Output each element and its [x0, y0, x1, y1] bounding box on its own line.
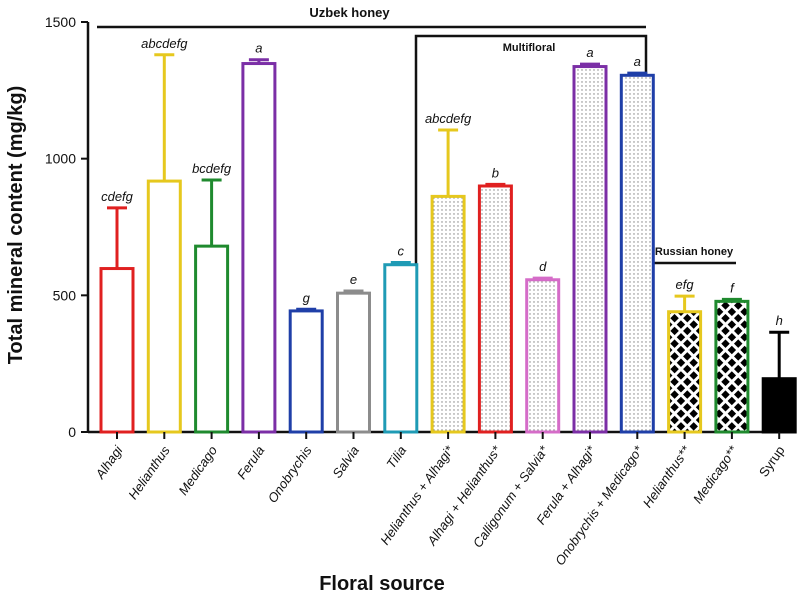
bar: [572, 65, 608, 434]
bar-group: g: [288, 290, 324, 434]
bar-group: c: [383, 244, 419, 434]
x-tick-label: Helianthus**: [640, 442, 694, 510]
significance-label: f: [730, 280, 735, 295]
bar-group: a: [572, 45, 608, 434]
significance-label: efg: [676, 277, 695, 292]
significance-label: abcdefg: [425, 111, 472, 126]
bar: [761, 377, 797, 434]
bar: [241, 62, 277, 434]
significance-label: bcdefg: [192, 161, 232, 176]
bar-group: a: [241, 41, 277, 434]
significance-label: a: [586, 45, 593, 60]
bar: [288, 309, 324, 434]
x-tick-label: Medicago: [175, 443, 220, 498]
significance-label: c: [398, 244, 405, 259]
bar-group: cdefg: [99, 189, 135, 434]
bars: cdefg abcdefg bcdefg a g e c abcdefg b d a a efg f h: [99, 36, 797, 434]
group-label-russian: Russian honey: [655, 246, 734, 258]
group-label-uzbek: Uzbek honey: [309, 5, 390, 20]
x-tick-label: Ferula: [234, 443, 267, 482]
bar: [99, 267, 135, 434]
significance-label: abcdefg: [141, 36, 188, 51]
y-ticks: 0 500 1000 1500: [45, 14, 88, 440]
x-tick-label: Alhagi: [92, 442, 126, 482]
y-tick-label: 500: [53, 287, 77, 303]
bar: [430, 194, 466, 434]
x-tick-labels: Alhagi Helianthus Medicago FerulaOnobrychis…: [92, 432, 788, 568]
significance-label: cdefg: [101, 189, 134, 204]
bar-group: b: [477, 165, 513, 434]
bar: [194, 244, 230, 434]
bar: [336, 291, 371, 434]
bar-group: d: [525, 259, 561, 434]
x-tick-label: Onobrychis: [265, 443, 315, 506]
bar-group: f: [714, 280, 750, 434]
bar-group: a: [619, 54, 655, 434]
significance-label: d: [539, 259, 547, 274]
x-tick-label: Tilia: [383, 443, 409, 471]
y-tick-label: 1000: [45, 151, 76, 167]
bar: [383, 263, 419, 434]
significance-label: g: [303, 290, 311, 305]
x-tick-label: Salvia: [329, 443, 362, 481]
significance-label: b: [492, 165, 499, 180]
x-axis-title: Floral source: [319, 573, 445, 595]
y-tick-label: 0: [68, 424, 76, 440]
bar: [477, 184, 513, 434]
bar: [714, 299, 750, 434]
x-tick-label: Helianthus: [125, 443, 173, 502]
bar: [667, 310, 703, 434]
group-annotations: Uzbek honey Multifloral Russian honey: [97, 5, 736, 432]
significance-label: e: [350, 272, 357, 287]
significance-label: a: [634, 54, 641, 69]
significance-label: a: [255, 41, 262, 56]
bar-group: efg: [667, 277, 703, 434]
bar-group: h: [761, 313, 797, 434]
group-label-multifloral: Multifloral: [503, 42, 556, 54]
bar-group: e: [336, 272, 371, 434]
x-tick-label: Medicago**: [690, 442, 741, 506]
x-tick-label: Syrup: [756, 443, 788, 479]
bar-group: bcdefg: [192, 161, 232, 434]
bar: [525, 278, 561, 434]
y-axis-title: Total mineral content (mg/kg): [5, 86, 27, 365]
y-tick-label: 1500: [45, 14, 76, 30]
significance-label: h: [776, 313, 783, 328]
bar-group: abcdefg: [425, 111, 472, 434]
x-tick-label: Onobrychis + Medicago*: [552, 442, 646, 568]
bar: [146, 179, 182, 434]
bar: [619, 73, 655, 434]
bar-group: abcdefg: [141, 36, 188, 434]
